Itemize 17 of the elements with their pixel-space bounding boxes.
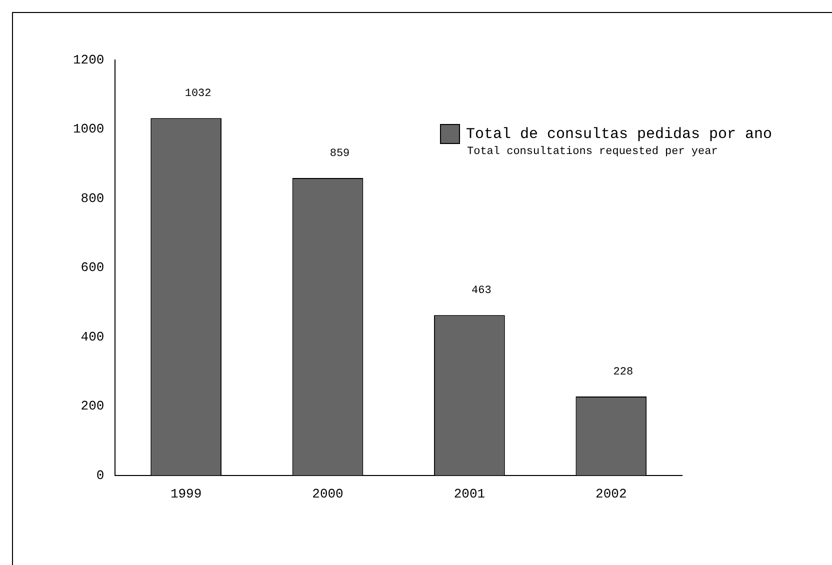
y-tick-label: 1000 (72, 122, 104, 137)
y-tick-label: 400 (80, 329, 104, 344)
x-tick-label: 2001 (454, 486, 486, 502)
data-label: 1032 (184, 88, 212, 100)
y-tick-label: 800 (80, 190, 104, 206)
x-tick-label: 2002 (596, 486, 627, 502)
data-label: 228 (613, 366, 634, 378)
annotation: Total consultations requested per year (467, 146, 719, 158)
x-tick-label: 2000 (312, 486, 344, 502)
y-tick-label: 600 (80, 260, 104, 276)
x-tick-label: 1999 (170, 486, 202, 502)
data-label: 463 (472, 285, 492, 298)
legend-label: Total de consultas pedidas por ano (466, 126, 772, 142)
y-tick-label: 200 (80, 398, 104, 414)
y-tick-label: 0 (96, 468, 104, 483)
data-label: 859 (330, 148, 350, 160)
y-tick-label: 1200 (72, 52, 104, 68)
